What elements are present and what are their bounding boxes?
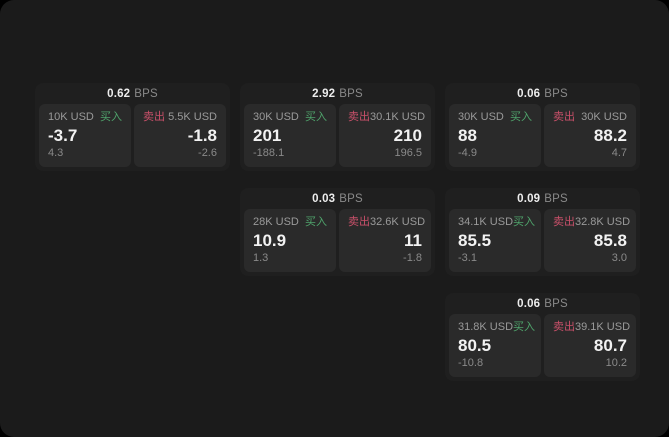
quote-card: 0.62 BPS 10K USD 买入 -3.7 4.3 卖出 5.5K USD… bbox=[35, 83, 230, 171]
buy-quote-tile[interactable]: 10K USD 买入 -3.7 4.3 bbox=[39, 104, 131, 167]
buy-quote-tile[interactable]: 30K USD 买入 88 -4.9 bbox=[449, 104, 541, 167]
quote-panels: 31.8K USD 买入 80.5 -10.8 卖出 39.1K USD 80.… bbox=[445, 314, 640, 381]
quote-card: 0.09 BPS 34.1K USD 买入 85.5 -3.1 卖出 32.8K… bbox=[445, 188, 640, 276]
bps-value: 2.92 bbox=[312, 87, 336, 100]
bps-unit-label: BPS bbox=[339, 192, 363, 205]
bps-unit-label: BPS bbox=[134, 87, 158, 100]
sell-price: 210 bbox=[393, 125, 422, 145]
sell-amount: 32.8K USD bbox=[575, 216, 631, 228]
sell-delta: 3.0 bbox=[611, 252, 627, 264]
buy-amount: 30K USD bbox=[458, 111, 504, 123]
bps-unit-label: BPS bbox=[544, 297, 568, 310]
sell-price: 85.8 bbox=[593, 230, 627, 250]
sell-amount: 39.1K USD bbox=[575, 321, 631, 333]
buy-price: 201 bbox=[253, 125, 282, 145]
sell-side-label: 卖出 bbox=[553, 321, 575, 333]
buy-quote-tile[interactable]: 30K USD 买入 201 -188.1 bbox=[244, 104, 336, 167]
buy-side-label: 买入 bbox=[513, 216, 536, 228]
buy-quote-tile[interactable]: 34.1K USD 买入 85.5 -3.1 bbox=[449, 209, 541, 272]
buy-side-label: 买入 bbox=[305, 111, 327, 123]
quote-panels: 34.1K USD 买入 85.5 -3.1 卖出 32.8K USD 85.8… bbox=[445, 209, 640, 276]
quote-card: 0.06 BPS 31.8K USD 买入 80.5 -10.8 卖出 39.1… bbox=[445, 293, 640, 381]
buy-delta: 1.3 bbox=[253, 252, 269, 264]
buy-price: 80.5 bbox=[458, 335, 492, 355]
bps-value: 0.06 bbox=[517, 297, 541, 310]
sell-amount: 5.5K USD bbox=[168, 111, 217, 123]
sell-price: 80.7 bbox=[593, 335, 627, 355]
buy-delta: -4.9 bbox=[458, 147, 477, 159]
buy-delta: -3.1 bbox=[458, 252, 477, 264]
sell-quote-tile[interactable]: 卖出 30.1K USD 210 196.5 bbox=[339, 104, 431, 167]
bps-unit-label: BPS bbox=[339, 87, 363, 100]
sell-quote-tile[interactable]: 卖出 32.6K USD 11 -1.8 bbox=[339, 209, 431, 272]
buy-delta: -10.8 bbox=[458, 357, 484, 369]
sell-quote-tile[interactable]: 卖出 39.1K USD 80.7 10.2 bbox=[544, 314, 636, 377]
quote-card: 0.06 BPS 30K USD 买入 88 -4.9 卖出 30K USD 8… bbox=[445, 83, 640, 171]
quote-card-grid: 0.62 BPS 10K USD 买入 -3.7 4.3 卖出 5.5K USD… bbox=[35, 83, 640, 381]
buy-amount: 28K USD bbox=[253, 216, 299, 228]
quote-panels: 30K USD 买入 88 -4.9 卖出 30K USD 88.2 4.7 bbox=[445, 104, 640, 171]
buy-quote-tile[interactable]: 31.8K USD 买入 80.5 -10.8 bbox=[449, 314, 541, 377]
sell-delta: 4.7 bbox=[611, 147, 627, 159]
quote-card: 0.03 BPS 28K USD 买入 10.9 1.3 卖出 32.6K US… bbox=[240, 188, 435, 276]
quote-panels: 10K USD 买入 -3.7 4.3 卖出 5.5K USD -1.8 -2.… bbox=[35, 104, 230, 171]
bps-header: 0.06 BPS bbox=[445, 83, 640, 104]
buy-side-label: 买入 bbox=[513, 321, 536, 333]
quote-card: 2.92 BPS 30K USD 买入 201 -188.1 卖出 30.1K … bbox=[240, 83, 435, 171]
sell-quote-tile[interactable]: 卖出 5.5K USD -1.8 -2.6 bbox=[134, 104, 226, 167]
bps-value: 0.03 bbox=[312, 192, 336, 205]
sell-delta: -1.8 bbox=[403, 252, 422, 264]
buy-quote-tile[interactable]: 28K USD 买入 10.9 1.3 bbox=[244, 209, 336, 272]
buy-amount: 31.8K USD bbox=[458, 321, 514, 333]
buy-price: 88 bbox=[458, 125, 477, 145]
bps-header: 0.03 BPS bbox=[240, 188, 435, 209]
buy-delta: -188.1 bbox=[253, 147, 285, 159]
sell-delta: -2.6 bbox=[198, 147, 217, 159]
bps-value: 0.09 bbox=[517, 192, 541, 205]
sell-price: -1.8 bbox=[187, 125, 217, 145]
bps-header: 0.09 BPS bbox=[445, 188, 640, 209]
quote-panels: 28K USD 买入 10.9 1.3 卖出 32.6K USD 11 -1.8 bbox=[240, 209, 435, 276]
buy-price: -3.7 bbox=[48, 125, 78, 145]
buy-side-label: 买入 bbox=[510, 111, 532, 123]
bps-value: 0.06 bbox=[517, 87, 541, 100]
sell-side-label: 卖出 bbox=[348, 216, 370, 228]
sell-price: 11 bbox=[404, 230, 422, 250]
bps-header: 2.92 BPS bbox=[240, 83, 435, 104]
sell-quote-tile[interactable]: 卖出 32.8K USD 85.8 3.0 bbox=[544, 209, 636, 272]
sell-side-label: 卖出 bbox=[348, 111, 370, 123]
sell-quote-tile[interactable]: 卖出 30K USD 88.2 4.7 bbox=[544, 104, 636, 167]
buy-amount: 34.1K USD bbox=[458, 216, 514, 228]
buy-price: 85.5 bbox=[458, 230, 492, 250]
sell-delta: 196.5 bbox=[394, 147, 422, 159]
sell-delta: 10.2 bbox=[605, 357, 627, 369]
sell-side-label: 卖出 bbox=[143, 111, 165, 123]
buy-price: 10.9 bbox=[253, 230, 287, 250]
sell-price: 88.2 bbox=[593, 125, 627, 145]
sell-side-label: 卖出 bbox=[553, 216, 575, 228]
sell-amount: 30K USD bbox=[581, 111, 627, 123]
buy-side-label: 买入 bbox=[100, 111, 122, 123]
buy-amount: 30K USD bbox=[253, 111, 299, 123]
quote-panels: 30K USD 买入 201 -188.1 卖出 30.1K USD 210 1… bbox=[240, 104, 435, 171]
bps-header: 0.06 BPS bbox=[445, 293, 640, 314]
buy-side-label: 买入 bbox=[305, 216, 327, 228]
bps-unit-label: BPS bbox=[544, 192, 568, 205]
bps-header: 0.62 BPS bbox=[35, 83, 230, 104]
buy-amount: 10K USD bbox=[48, 111, 94, 123]
sell-amount: 32.6K USD bbox=[370, 216, 426, 228]
bps-value: 0.62 bbox=[107, 87, 131, 100]
sell-side-label: 卖出 bbox=[553, 111, 575, 123]
bps-unit-label: BPS bbox=[544, 87, 568, 100]
sell-amount: 30.1K USD bbox=[370, 111, 426, 123]
buy-delta: 4.3 bbox=[48, 147, 64, 159]
